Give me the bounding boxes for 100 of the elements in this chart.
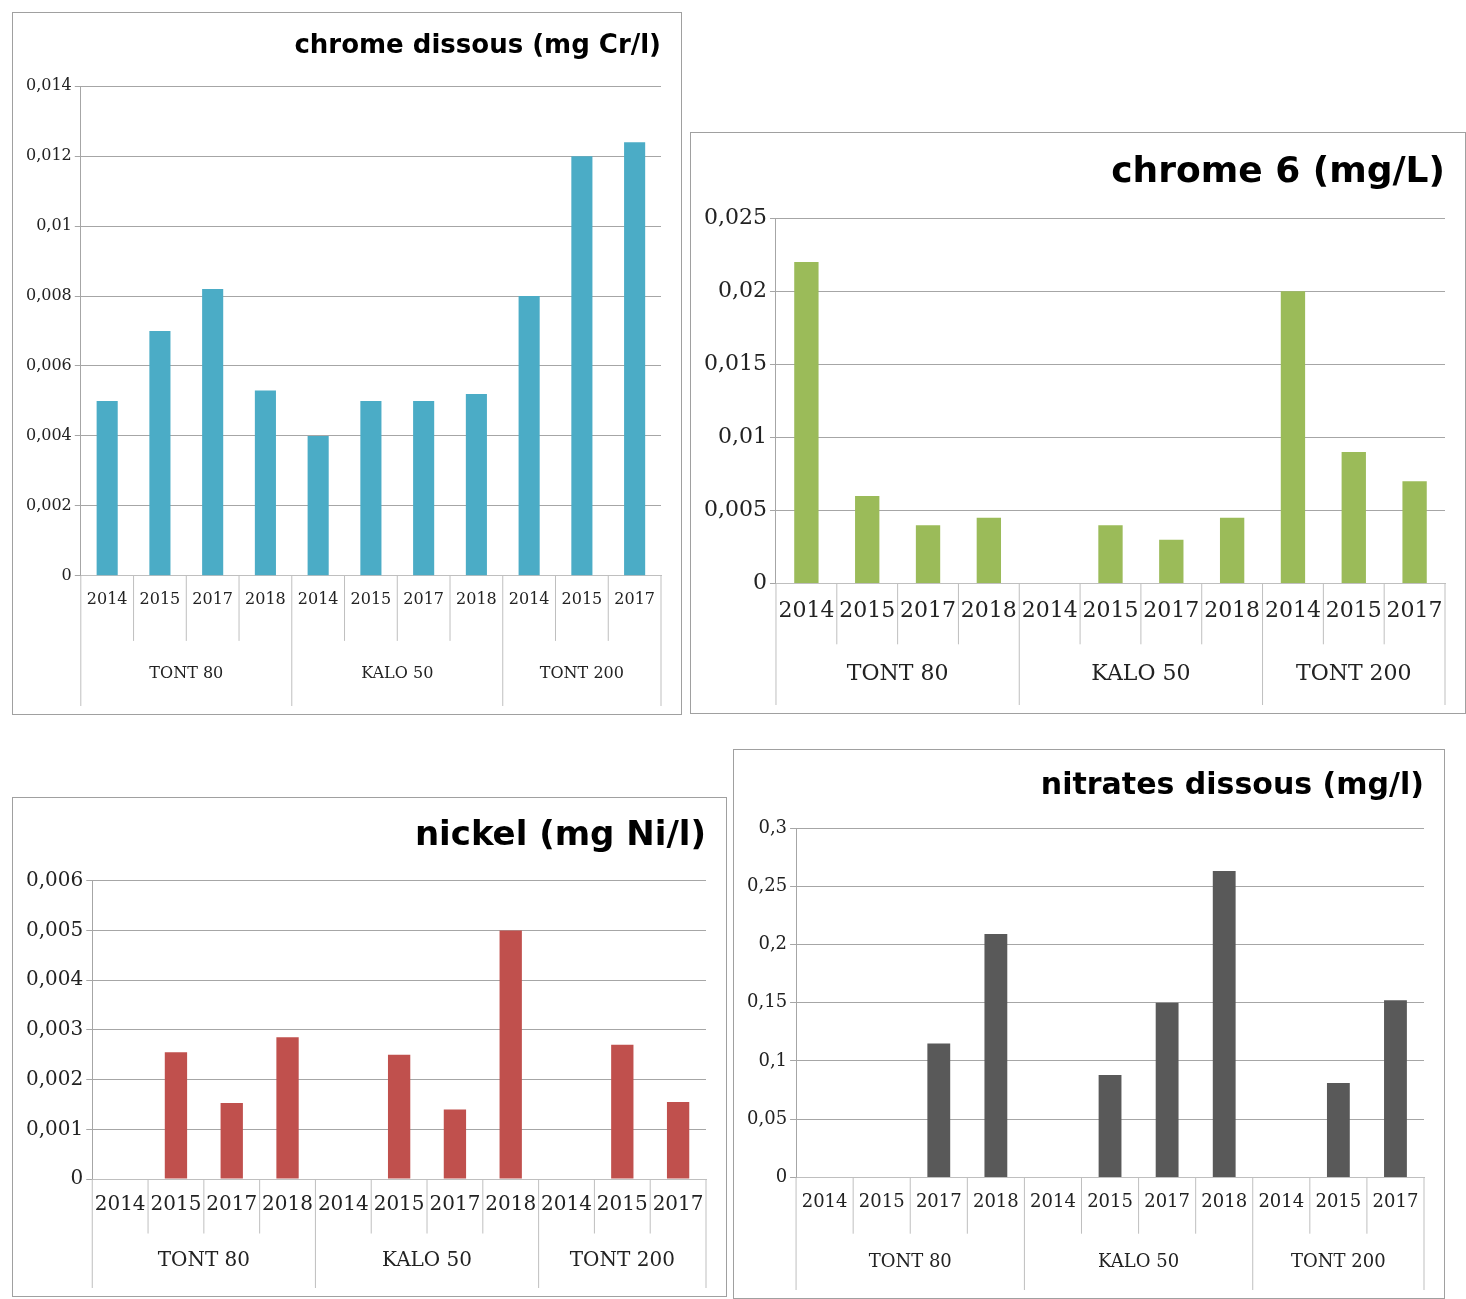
y-tick-label: 0 — [70, 1165, 84, 1190]
x-tick-label: 2015 — [1325, 596, 1382, 622]
x-tick-label: 2015 — [858, 1189, 905, 1211]
bar — [276, 1037, 299, 1179]
bar — [149, 331, 171, 576]
x-tick-label: 2015 — [561, 588, 603, 608]
y-tick-label: 0,002 — [25, 495, 72, 515]
chart-title: nickel (mg Ni/l) — [414, 813, 706, 854]
bar — [307, 435, 329, 576]
x-tick-label: 2015 — [839, 596, 896, 622]
x-tick-label: 2017 — [403, 588, 445, 608]
x-tick-label: 2017 — [1372, 1189, 1419, 1211]
x-tick-label: 2018 — [245, 588, 286, 608]
y-tick-label: 0,01 — [718, 423, 767, 449]
bar — [465, 393, 487, 576]
x-tick-label: 2014 — [94, 1191, 146, 1216]
bar — [360, 400, 382, 576]
y-tick-label: 0,01 — [36, 215, 72, 235]
y-tick-label: 0,25 — [747, 873, 788, 895]
bar — [220, 1102, 243, 1179]
x-tick-label: 2018 — [972, 1189, 1019, 1211]
x-tick-label: 2015 — [1087, 1189, 1133, 1211]
bar — [413, 400, 435, 576]
bar — [387, 1054, 411, 1179]
y-tick-label: 0,004 — [25, 966, 84, 991]
x-tick-label: 2017 — [429, 1191, 481, 1216]
x-tick-label: 2018 — [485, 1191, 537, 1216]
x-tick-label: 2015 — [596, 1191, 648, 1216]
x-tick-label: 2015 — [1082, 596, 1139, 622]
bar — [571, 156, 593, 576]
y-tick-label: 0,006 — [25, 355, 72, 375]
x-tick-label: 2017 — [1144, 1189, 1191, 1211]
bar — [202, 289, 224, 576]
text: TONT 200 — [569, 1246, 675, 1271]
y-tick-label: 0,008 — [25, 285, 72, 305]
x-tick-label: 2018 — [960, 596, 1017, 622]
bar — [1384, 1000, 1407, 1177]
bar — [96, 400, 118, 576]
bar — [1098, 525, 1123, 584]
bar — [984, 933, 1008, 1177]
bar — [1155, 1002, 1179, 1177]
bar — [624, 142, 646, 576]
x-tick-label: 2017 — [192, 588, 234, 608]
bar — [1212, 871, 1236, 1177]
text: TONT 200 — [539, 662, 624, 682]
bar — [976, 517, 1002, 584]
bar — [1159, 539, 1184, 584]
bar — [794, 262, 819, 584]
text: TONT 80 — [157, 1246, 251, 1271]
x-tick-label: 2014 — [1264, 596, 1321, 622]
chart-title: chrome dissous (mg Cr/l) — [294, 29, 661, 60]
y-tick-label: 0,003 — [25, 1016, 84, 1041]
text: TONT 80 — [846, 660, 949, 686]
y-tick-label: 0,005 — [704, 496, 767, 522]
y-tick-label: 0,005 — [25, 916, 84, 941]
x-tick-label: 2018 — [1204, 596, 1261, 622]
text: KALO 50 — [381, 1246, 473, 1271]
x-tick-label: 2018 — [1201, 1189, 1248, 1211]
x-tick-label: 2014 — [541, 1191, 592, 1216]
bar — [254, 390, 276, 576]
y-tick-label: 0,3 — [758, 815, 788, 837]
x-tick-label: 2018 — [262, 1191, 313, 1216]
x-tick-label: 2014 — [1258, 1189, 1305, 1211]
bar — [666, 1101, 690, 1179]
x-tick-label: 2017 — [1386, 596, 1443, 622]
x-tick-label: 2014 — [1030, 1189, 1076, 1211]
x-tick-label: 2014 — [508, 588, 550, 608]
bar — [855, 495, 880, 584]
chart-title: chrome 6 (mg/L) — [1111, 148, 1445, 190]
text: TONT 200 — [1291, 1249, 1386, 1271]
x-tick-label: 2014 — [317, 1191, 369, 1216]
x-tick-label: 2015 — [350, 588, 392, 608]
x-tick-label: 2014 — [297, 588, 339, 608]
bar — [1219, 517, 1245, 584]
bar — [915, 525, 941, 584]
y-tick-label: 0,15 — [747, 990, 788, 1012]
x-tick-label: 2017 — [915, 1189, 962, 1211]
y-tick-label: 0,001 — [25, 1115, 84, 1140]
text: KALO 50 — [361, 662, 434, 682]
x-tick-label: 2015 — [139, 588, 181, 608]
x-tick-label: 2015 — [373, 1191, 425, 1216]
bar — [1098, 1074, 1122, 1177]
bar — [1326, 1083, 1350, 1177]
text: KALO 50 — [1091, 660, 1191, 686]
y-tick-label: 0,02 — [718, 277, 767, 302]
y-tick-label: 0,012 — [25, 145, 72, 165]
x-tick-label: 2017 — [900, 596, 957, 622]
text: KALO 50 — [1098, 1249, 1180, 1271]
x-tick-label: 2017 — [206, 1191, 258, 1216]
bar — [1341, 452, 1366, 584]
text: TONT 80 — [868, 1249, 952, 1271]
y-tick-label: 0,004 — [25, 425, 72, 445]
bar — [611, 1044, 634, 1179]
y-tick-label: 0,002 — [25, 1065, 84, 1090]
y-tick-label: 0,014 — [25, 75, 72, 95]
x-tick-label: 2014 — [1021, 596, 1078, 622]
x-tick-label: 2014 — [778, 596, 835, 622]
bar — [443, 1109, 467, 1179]
text: TONT 80 — [149, 662, 224, 682]
bar — [499, 930, 522, 1179]
